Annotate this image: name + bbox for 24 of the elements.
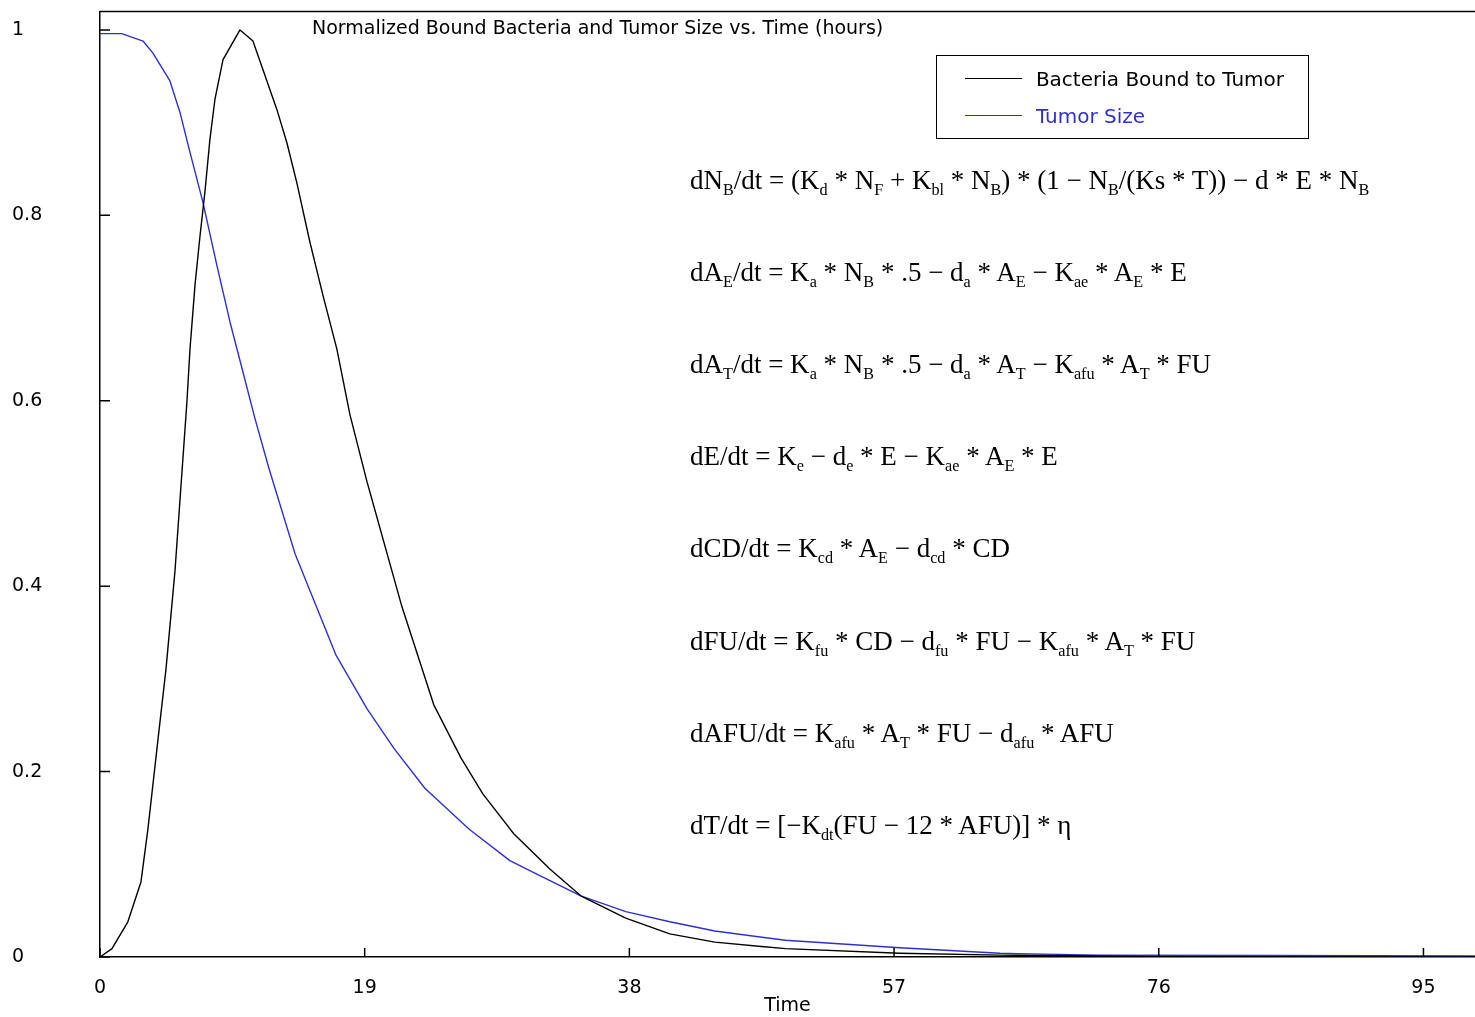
annotation: dAFU/dt = K$_{afu}$ * A$_{T}$ * FU − d$_{afu}$ * AFU [690, 716, 1114, 754]
x-axis-title: Time [763, 992, 811, 1015]
annotation: dCD/dt = K$_{cd}$ * A$_{E}$ − d$_{cd}$ * CD [690, 532, 1010, 570]
text: dN$_{B}$/dt = (K$_{d}$ * N$_{F}$ + K$_{bl}$ * N$_{B}$) * (1 − N$_{B}$/(Ks * T)) − d * E * N$_{B}$ [690, 165, 1370, 200]
text: dFU/dt = K$_{fu}$ * CD − d$_{fu}$ * FU − K$_{afu}$ * A$_{T}$ * FU [690, 625, 1196, 660]
x-tick-label: 19 [352, 975, 377, 998]
legend-label: Bacteria Bound to Tumor [1035, 66, 1284, 91]
x-tick-label: 38 [617, 975, 642, 998]
y-tick-label: 0.2 [12, 758, 43, 781]
y-tick-label: 0.8 [12, 202, 43, 225]
y-tick-label: 0 [12, 943, 25, 966]
text: dE/dt = K$_{e}$ − d$_{e}$ * E − K$_{ae}$ * A$_{E}$ * E [690, 441, 1058, 476]
y-tick-label: 0.4 [12, 573, 43, 596]
x-tick-label: 0 [93, 975, 107, 998]
text: dA$_{E}$/dt = K$_{a}$ * N$_{B}$ * .5 − d$_{a}$ * A$_{E}$ − K$_{ae}$ * A$_{E}$ * E [690, 257, 1187, 292]
annotation: dT/dt = [−K$_{dt}$(FU − 12 * AFU)] * η [690, 808, 1072, 847]
y-tick-label: 1 [12, 16, 25, 39]
legend-label: Tumor Size [1035, 103, 1146, 128]
chart-title: Normalized Bound Bacteria and Tumor Size vs. Time (hours) [312, 16, 884, 39]
text: dA$_{T}$/dt = K$_{a}$ * N$_{B}$ * .5 − d$_{a}$ * A$_{T}$ − K$_{afu}$ * A$_{T}$ * FU [690, 349, 1212, 384]
x-tick-label: 76 [1146, 975, 1171, 998]
x-tick-label: 95 [1411, 975, 1436, 998]
x-tick-label: 57 [881, 975, 907, 998]
y-tick-label: 0.6 [12, 387, 43, 410]
